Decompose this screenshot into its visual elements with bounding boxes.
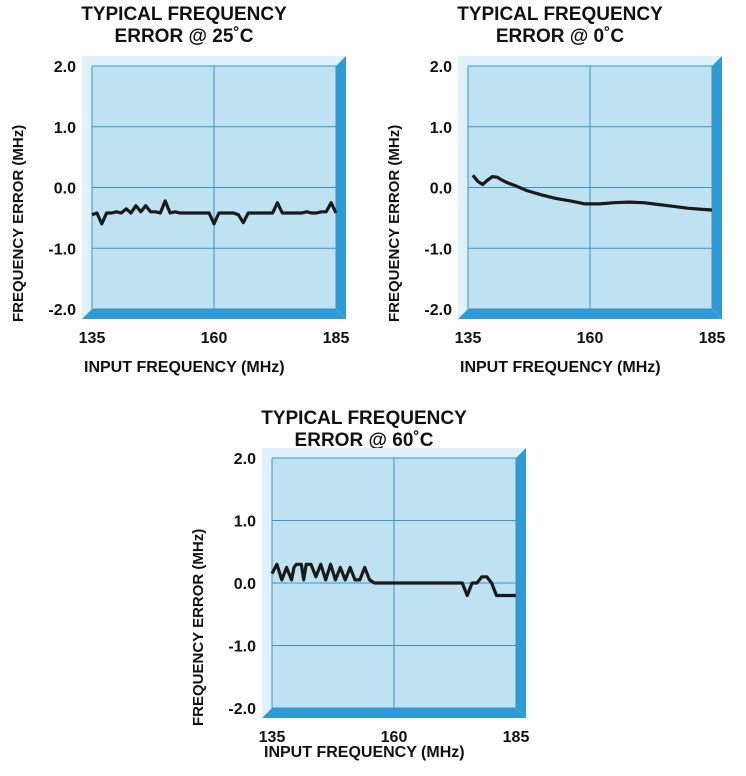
y-tick-label: -2.0 xyxy=(48,302,76,319)
x-tick-label: 185 xyxy=(323,330,350,347)
panel-bevel-top xyxy=(262,448,526,458)
series-line xyxy=(91,199,338,226)
y-tick-label: 0.0 xyxy=(54,181,76,198)
x-tick-label: 135 xyxy=(259,729,286,746)
x-axis-label: INPUT FREQUENCY (MHz) xyxy=(264,744,465,761)
panel-bevel-right xyxy=(336,56,346,319)
chart-25c: TYPICAL FREQUENCY ERROR @ 25˚C FREQUENCY… xyxy=(4,4,364,376)
panel-bevel-right xyxy=(712,56,722,319)
x-tick-label: 185 xyxy=(699,330,726,347)
y-tick-label: 2.0 xyxy=(54,59,76,76)
panel-bevel-left xyxy=(262,448,272,718)
x-tick-label: 160 xyxy=(381,729,408,746)
y-tick-label: 1.0 xyxy=(234,514,256,531)
y-tick-label: 1.0 xyxy=(54,120,76,137)
x-tick-label: 160 xyxy=(201,330,228,347)
y-tick-label: -2.0 xyxy=(228,701,256,718)
x-tick-label: 185 xyxy=(503,729,530,746)
y-tick-label: 0.0 xyxy=(430,181,452,198)
y-tick-label: 2.0 xyxy=(234,451,256,468)
x-tick-label: 135 xyxy=(455,330,482,347)
chart-0c: TYPICAL FREQUENCY ERROR @ 0˚C FREQUENCY … xyxy=(380,4,740,376)
y-tick-label: -1.0 xyxy=(48,241,76,258)
chart-title: TYPICAL FREQUENCY ERROR @ 0˚C xyxy=(457,4,663,47)
y-tick-label: 0.0 xyxy=(234,576,256,593)
chart-title: TYPICAL FREQUENCY ERROR @ 60˚C xyxy=(261,408,467,451)
y-tick-label: -2.0 xyxy=(424,302,452,319)
chart-60c: TYPICAL FREQUENCY ERROR @ 60˚C FREQUENCY… xyxy=(184,408,544,768)
panel-bevel-right xyxy=(516,448,526,718)
series-line xyxy=(270,562,516,598)
panel-bevel-left xyxy=(82,56,92,319)
x-axis-label: INPUT FREQUENCY (MHz) xyxy=(460,359,661,376)
y-tick-label: 2.0 xyxy=(430,59,452,76)
x-axis-label: INPUT FREQUENCY (MHz) xyxy=(84,359,285,376)
panel-bevel-bottom xyxy=(82,309,346,319)
panel-bevel-top xyxy=(458,56,722,66)
y-tick-label: -1.0 xyxy=(228,639,256,656)
panel-bevel-left xyxy=(458,56,468,319)
y-tick-label: -1.0 xyxy=(424,241,452,258)
x-tick-label: 160 xyxy=(577,330,604,347)
series-line xyxy=(471,174,713,212)
panel-bevel-bottom xyxy=(458,309,722,319)
x-tick-label: 135 xyxy=(79,330,106,347)
panel-bevel-bottom xyxy=(262,708,526,718)
panel-bevel-top xyxy=(82,56,346,66)
y-tick-label: 1.0 xyxy=(430,120,452,137)
chart-title: TYPICAL FREQUENCY ERROR @ 25˚C xyxy=(81,4,287,47)
